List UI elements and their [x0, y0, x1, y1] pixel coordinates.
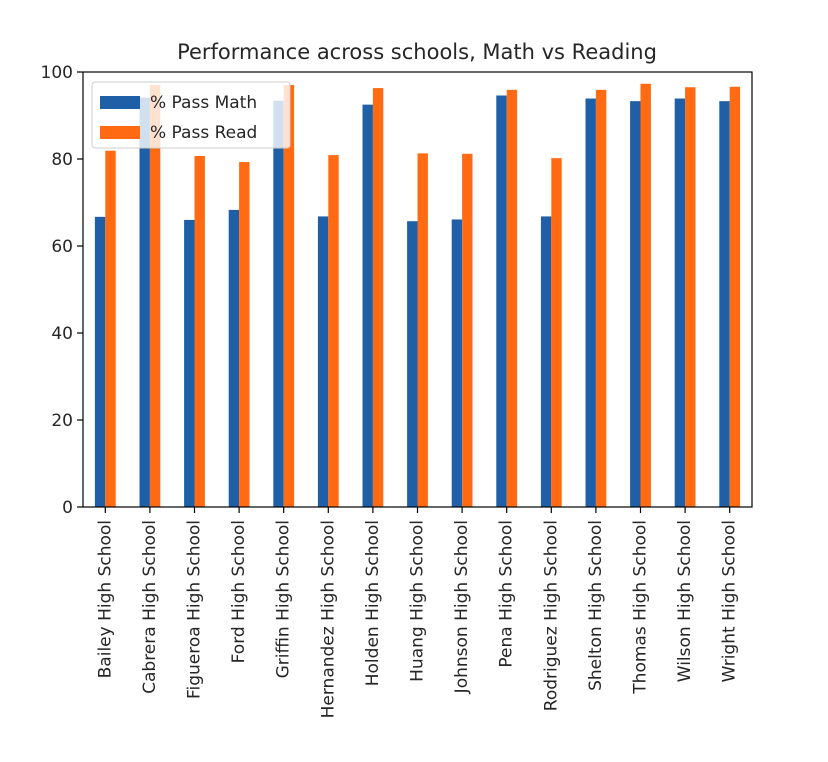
x-tick-label-11: Shelton High School	[586, 520, 606, 691]
bar-read-6	[372, 88, 384, 507]
x-tick-label-5: Hernandez High School	[318, 520, 338, 718]
legend-swatch-read	[100, 126, 140, 139]
bar-math-13	[674, 98, 686, 507]
legend: % Pass Math % Pass Read	[91, 81, 291, 149]
x-tick-label-0: Bailey High School	[95, 520, 115, 678]
bar-math-3	[228, 209, 240, 507]
x-tick-label-13: Wilson High School	[675, 520, 695, 682]
bar-read-7	[417, 153, 428, 507]
bar-math-12	[630, 101, 641, 508]
plot-frame	[82, 71, 753, 508]
bar-math-8	[451, 219, 463, 507]
x-tick-label-12: Thomas High School	[631, 520, 651, 695]
chart-title: Performance across schools, Math vs Read…	[177, 40, 657, 64]
legend-swatch-math	[100, 96, 140, 109]
legend-label-math: % Pass Math	[150, 93, 257, 113]
x-tick-label-14: Wright High School	[720, 520, 740, 682]
x-tick-label-3: Ford High School	[229, 520, 249, 663]
y-tick-label-3: 60	[51, 237, 73, 257]
x-tick-label-4: Griffin High School	[274, 520, 294, 678]
bar-math-2	[184, 219, 195, 507]
bar-read-13	[685, 87, 696, 507]
x-tick-label-10: Rodriguez High School	[541, 520, 561, 711]
legend-box	[91, 81, 291, 149]
x-tick-label-8: Johnson High School	[452, 520, 472, 694]
bar-read-12	[640, 83, 651, 507]
bar-read-0	[105, 150, 116, 508]
bar-read-11	[595, 89, 607, 507]
x-tick-label-9: Pena High School	[497, 520, 517, 668]
bar-math-7	[407, 221, 418, 507]
bar-math-5	[317, 216, 329, 508]
x-axis: Bailey High School Cabrera High School Fig…	[95, 507, 740, 718]
bar-read-10	[551, 158, 562, 507]
bar-read-9	[506, 89, 518, 507]
x-tick-label-2: Figueroa High School	[185, 520, 205, 699]
x-tick-label-6: Holden High School	[363, 520, 383, 686]
bar-math-0	[94, 216, 106, 507]
x-tick-label-1: Cabrera High School	[140, 520, 160, 694]
y-tick-label-1: 20	[51, 411, 73, 431]
y-tick-label-4: 80	[51, 150, 73, 170]
bar-read-1	[149, 85, 161, 508]
bar-math-14	[719, 101, 730, 508]
bar-math-4	[273, 100, 284, 508]
bar-math-11	[585, 98, 596, 507]
bars-group	[94, 83, 741, 508]
bar-math-6	[362, 104, 373, 508]
bar-read-8	[462, 153, 473, 507]
bar-math-10	[540, 216, 552, 508]
y-tick-label-0: 0	[62, 498, 73, 518]
y-tick-label-2: 40	[51, 324, 73, 344]
bar-read-14	[729, 86, 741, 507]
y-tick-label-5: 100	[41, 63, 73, 83]
x-tick-label-7: Huang High School	[408, 520, 428, 682]
bar-math-1	[139, 97, 150, 508]
bar-math-9	[496, 95, 507, 508]
bar-read-4	[283, 85, 295, 508]
bar-read-5	[328, 155, 339, 507]
bar-read-3	[239, 162, 250, 508]
legend-label-read: % Pass Read	[150, 123, 257, 143]
bar-read-2	[194, 155, 205, 507]
y-axis: 0 20 40 60 80 100	[41, 63, 83, 518]
